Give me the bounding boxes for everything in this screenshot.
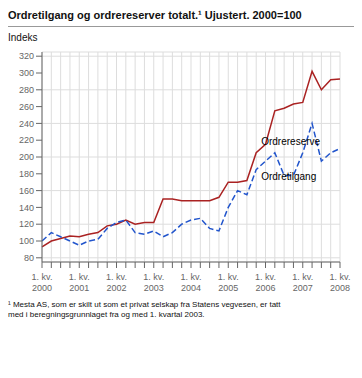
svg-text:Ordrereserve: Ordrereserve xyxy=(261,136,320,147)
svg-text:1. kv.2000: 1. kv.2000 xyxy=(32,272,53,293)
svg-text:160: 160 xyxy=(19,186,34,196)
svg-text:220: 220 xyxy=(19,135,34,145)
svg-text:1. kv.2005: 1. kv.2005 xyxy=(218,272,239,293)
svg-text:1. kv.2003: 1. kv.2003 xyxy=(143,272,164,293)
svg-text:120: 120 xyxy=(19,219,34,229)
html-text:¹ Mesta AS, som er skilt ut so: ¹ Mesta AS, som er skilt ut som et priva… xyxy=(8,300,281,319)
svg-text:1. kv.2008: 1. kv.2008 xyxy=(330,272,351,293)
svg-text:180: 180 xyxy=(19,169,34,179)
html-text:Indeks: Indeks xyxy=(8,32,38,43)
svg-text:320: 320 xyxy=(19,51,34,61)
svg-text:240: 240 xyxy=(19,119,34,129)
html-text:Ordretilgang og ordrereserver: Ordretilgang og ordrereserver totalt.¹ U… xyxy=(8,9,302,21)
svg-text:260: 260 xyxy=(19,102,34,112)
svg-text:300: 300 xyxy=(19,68,34,78)
svg-text:1. kv.2007: 1. kv.2007 xyxy=(292,272,313,293)
svg-text:80: 80 xyxy=(24,253,34,263)
svg-text:140: 140 xyxy=(19,203,34,213)
svg-text:200: 200 xyxy=(19,152,34,162)
svg-text:100: 100 xyxy=(19,236,34,246)
svg-text:1. kv.2006: 1. kv.2006 xyxy=(255,272,276,293)
svg-text:1. kv.2002: 1. kv.2002 xyxy=(106,272,127,293)
svg-text:1. kv.2004: 1. kv.2004 xyxy=(181,272,202,293)
svg-text:Ordretilgang: Ordretilgang xyxy=(261,171,316,182)
svg-text:1. kv.2001: 1. kv.2001 xyxy=(69,272,90,293)
svg-text:280: 280 xyxy=(19,85,34,95)
